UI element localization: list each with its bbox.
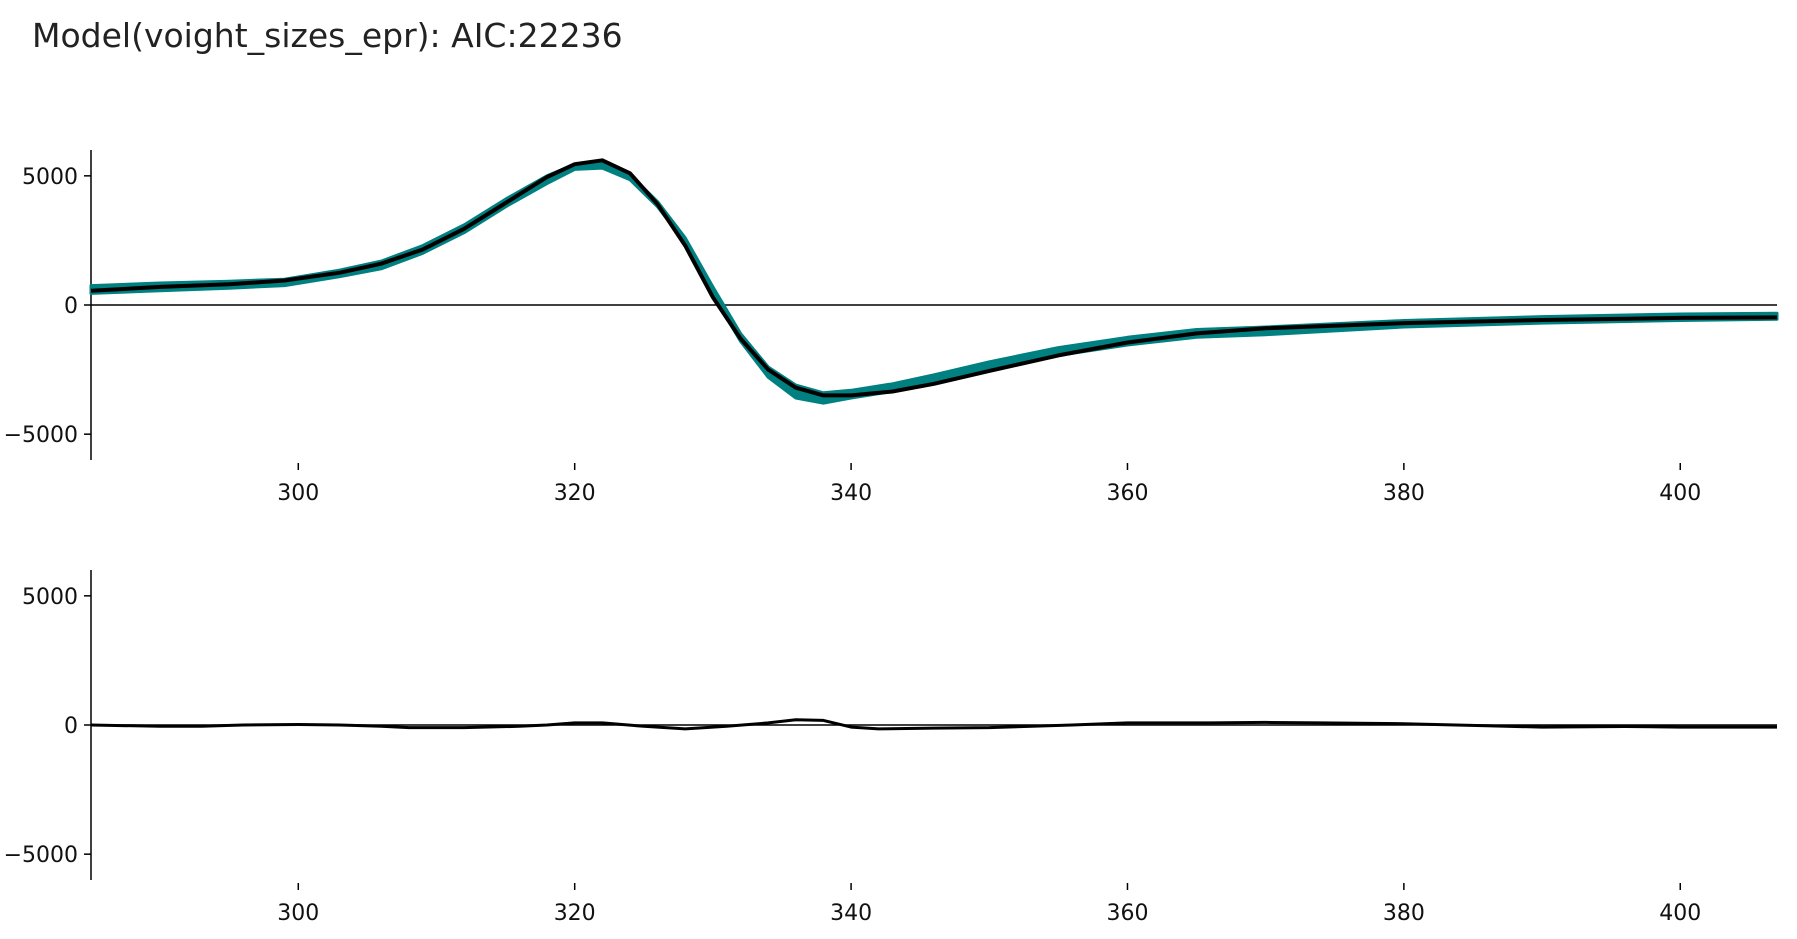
y-tick-label: 0 (64, 714, 78, 739)
x-tick-label: 360 (1106, 901, 1148, 926)
residuals-panel: 5000 0 −5000 300 320 340 360 380 400 (4, 570, 1777, 926)
x-tick-label: 380 (1383, 481, 1425, 506)
fit-panel: 5000 0 −5000 300 320 340 360 380 400 (4, 150, 1779, 506)
x-tick-label: 320 (554, 481, 596, 506)
x-tick-label: 400 (1659, 481, 1701, 506)
y-tick-label: 5000 (22, 585, 78, 610)
x-tick-label: 340 (830, 901, 872, 926)
chart-title: Model(voight_sizes_epr): AIC:22236 (32, 16, 623, 55)
x-tick-label: 340 (830, 481, 872, 506)
residual-line (90, 718, 1777, 731)
y-tick-label: 0 (64, 294, 78, 319)
x-tick-label: 300 (277, 901, 319, 926)
data-band (89, 161, 1779, 405)
y-tick-label: −5000 (4, 843, 78, 868)
x-tick-label: 300 (277, 481, 319, 506)
x-tick-label: 360 (1106, 481, 1148, 506)
x-tick-label: 320 (554, 901, 596, 926)
x-tick-label: 380 (1383, 901, 1425, 926)
y-tick-label: −5000 (4, 423, 78, 448)
fit-line (90, 158, 1778, 398)
y-tick-label: 5000 (22, 165, 78, 190)
x-tick-label: 400 (1659, 901, 1701, 926)
